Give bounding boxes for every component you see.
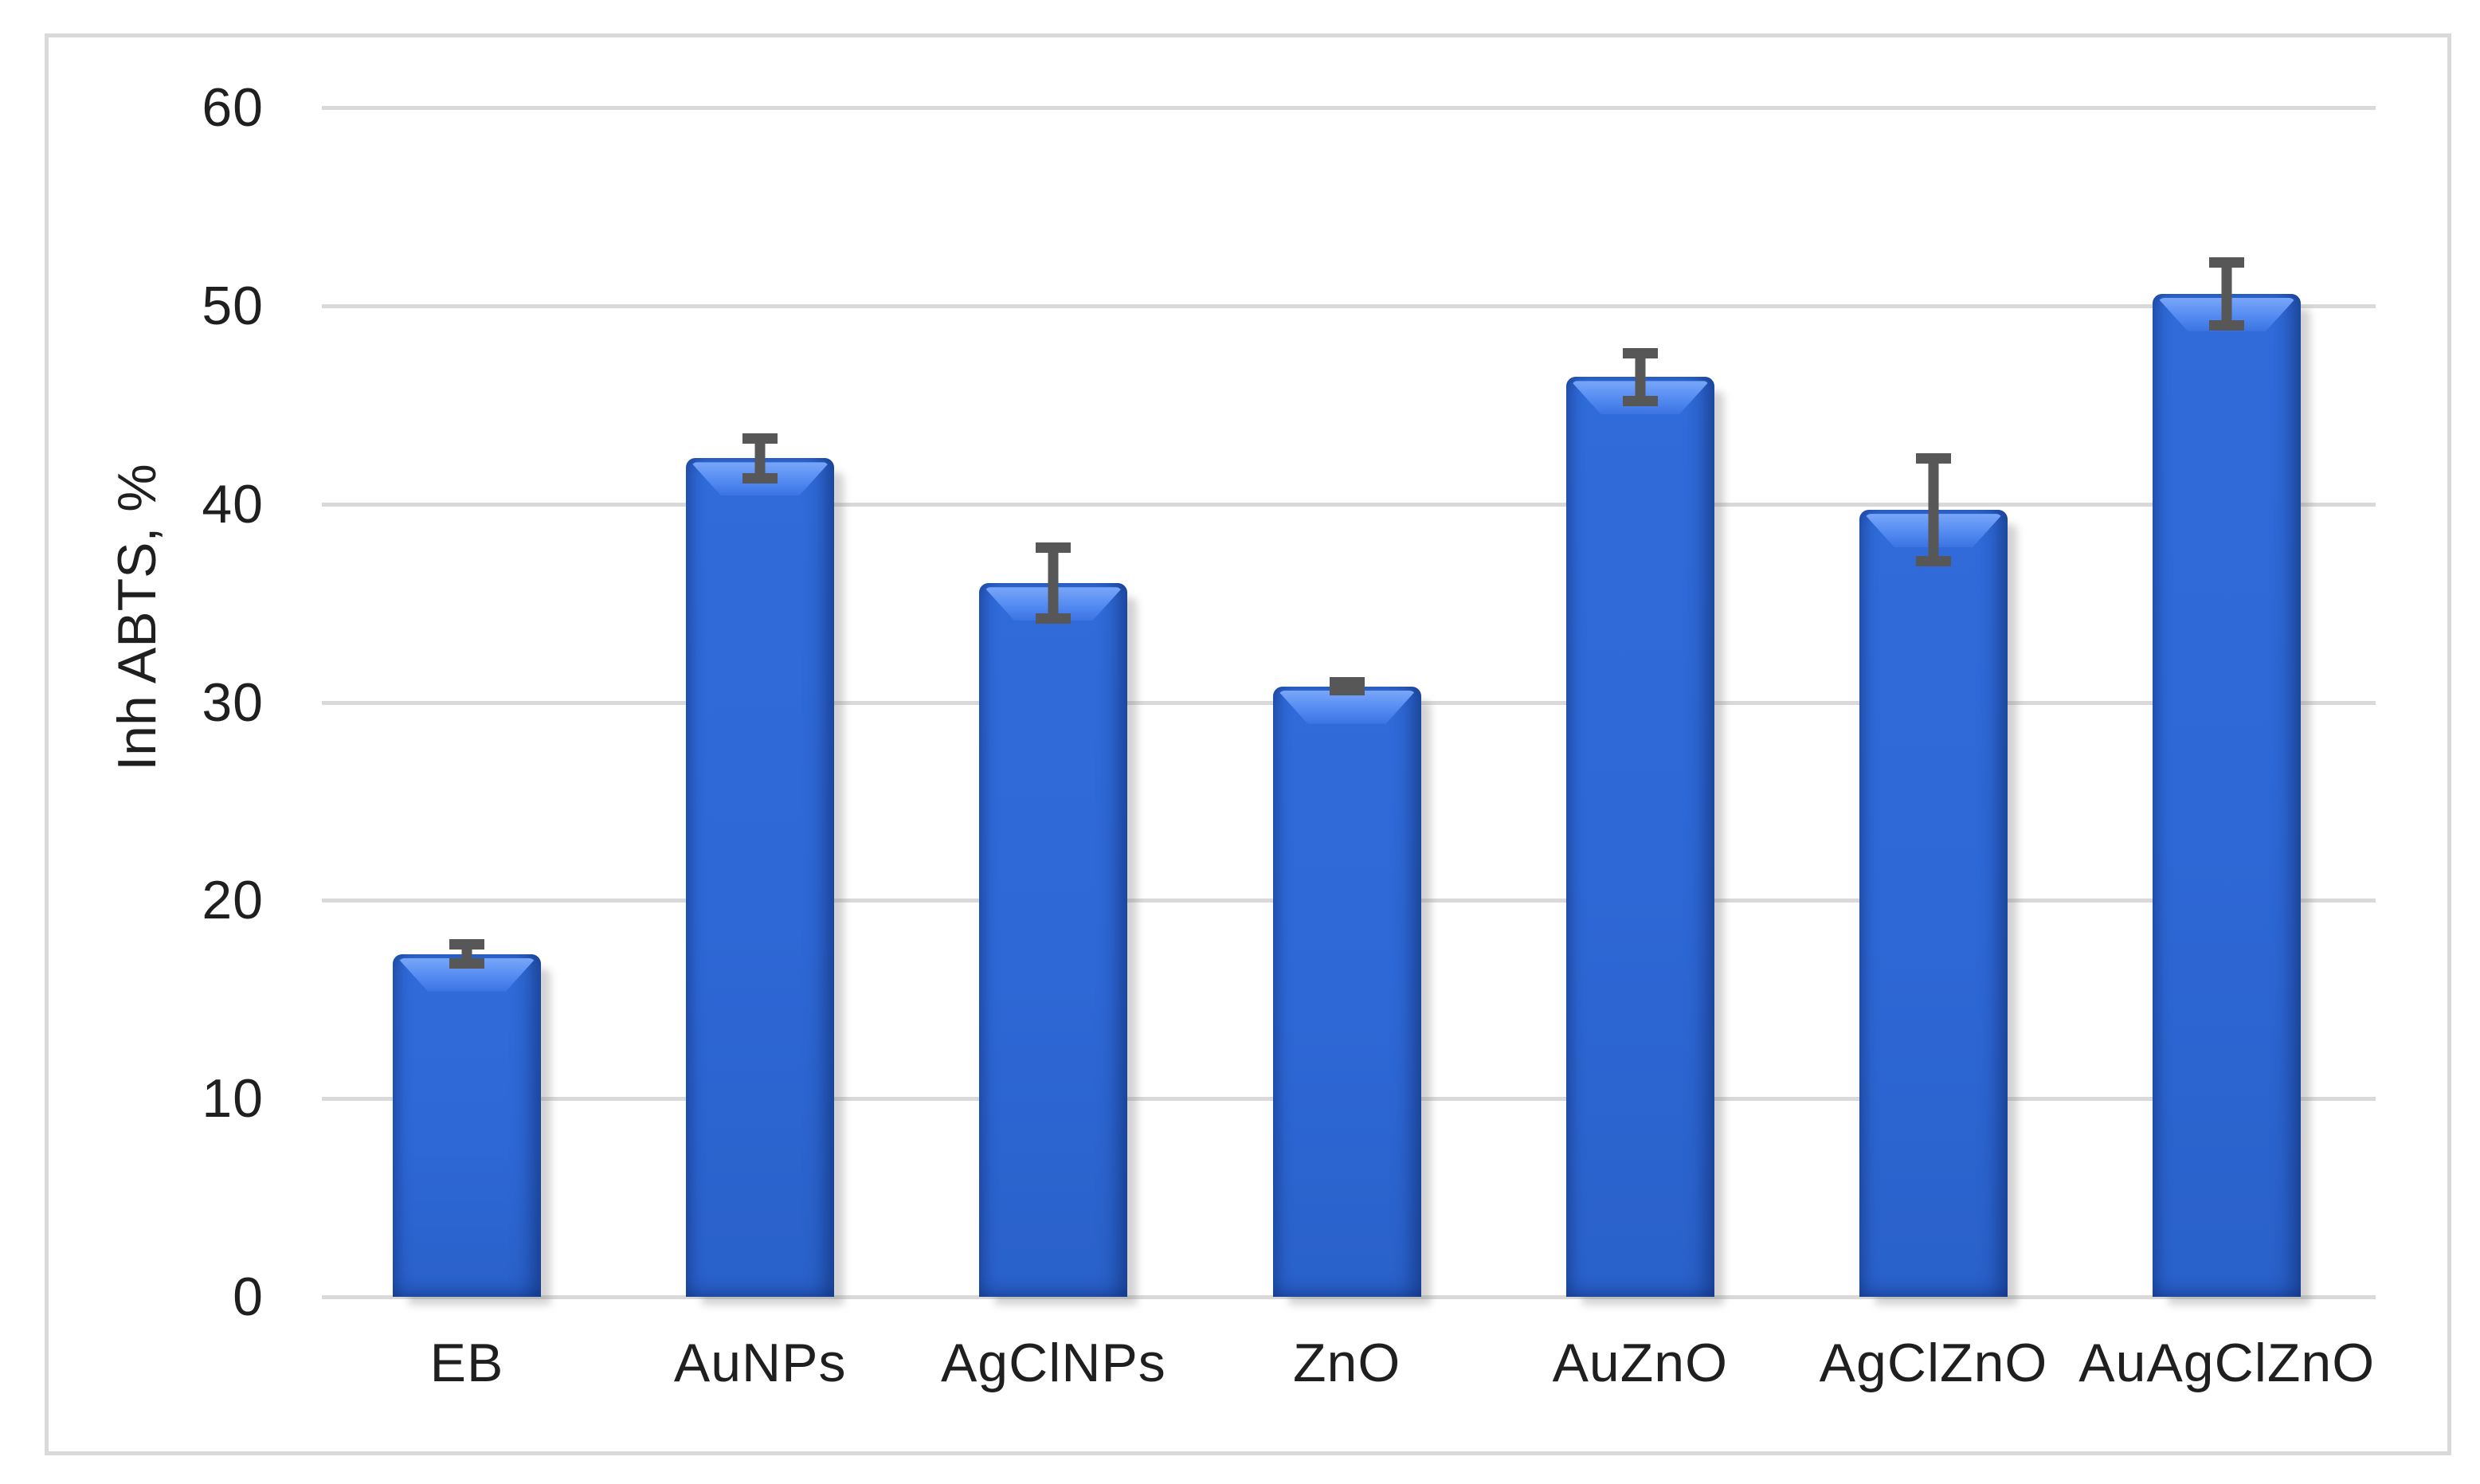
error-bar-cap-bottom	[742, 472, 778, 484]
y-tick-label-20: 20	[202, 870, 264, 931]
error-bar-AuZnO	[1622, 348, 1658, 406]
error-bar-cap-bottom	[1916, 556, 1951, 567]
bar-AuNPs[interactable]	[686, 458, 835, 1297]
error-bar-cap-top	[2209, 256, 2245, 268]
error-bar-stem	[1635, 348, 1646, 406]
error-bar-AuAgClZnO	[2209, 256, 2245, 331]
gridline-y-50	[322, 303, 2376, 308]
gridline-y-60	[322, 106, 2376, 110]
error-bar-AgClNPs	[1036, 542, 1072, 625]
error-bar-stem	[1928, 452, 1939, 567]
error-bar-stem	[2221, 256, 2232, 331]
bar-EB[interactable]	[393, 953, 541, 1297]
error-bar-EB	[449, 938, 484, 969]
bar-AuZnO[interactable]	[1565, 377, 1714, 1297]
x-category-label-AgClZnO: AgClZnO	[1819, 1333, 2048, 1393]
y-tick-label-60: 60	[202, 77, 264, 138]
error-bar-ZnO	[1329, 677, 1365, 696]
gridline-y-40	[322, 502, 2376, 507]
error-bar-cap-top	[742, 433, 778, 444]
x-category-label-AgClNPs: AgClNPs	[940, 1333, 1166, 1393]
error-bar-AuNPs	[742, 433, 778, 484]
error-bar-cap-top	[1329, 677, 1365, 688]
y-tick-label-10: 10	[202, 1068, 264, 1130]
error-bar-stem	[754, 433, 766, 484]
error-bar-AgClZnO	[1916, 452, 1951, 567]
error-bar-cap-top	[449, 938, 484, 950]
y-tick-label-0: 0	[233, 1267, 264, 1327]
error-bar-cap-bottom	[1036, 613, 1072, 625]
error-bar-cap-bottom	[1329, 685, 1365, 696]
x-category-label-ZnO: ZnO	[1292, 1333, 1401, 1393]
bar-AgClNPs[interactable]	[979, 583, 1128, 1297]
error-bar-cap-top	[1622, 348, 1658, 359]
y-axis-title-text: Inh ABTS, %	[107, 464, 167, 771]
error-bar-cap-bottom	[1622, 395, 1658, 406]
error-bar-cap-top	[1916, 452, 1951, 464]
error-bar-cap-bottom	[2209, 320, 2245, 331]
x-category-label-AuAgClZnO: AuAgClZnO	[2078, 1333, 2376, 1393]
error-bar-stem	[1048, 542, 1059, 625]
error-bar-cap-bottom	[449, 958, 484, 969]
y-tick-label-40: 40	[202, 473, 264, 534]
x-category-label-EB: EB	[429, 1333, 504, 1393]
error-bar-cap-top	[1036, 542, 1072, 553]
bar-AuAgClZnO[interactable]	[2153, 293, 2302, 1297]
x-category-label-AuZnO: AuZnO	[1552, 1333, 1728, 1393]
bar-AgClZnO[interactable]	[1859, 510, 2008, 1297]
x-category-label-AuNPs: AuNPs	[673, 1333, 847, 1393]
y-tick-label-50: 50	[202, 275, 264, 336]
gridline-y-0	[322, 1295, 2376, 1299]
y-tick-label-30: 30	[202, 672, 264, 733]
bar-ZnO[interactable]	[1272, 686, 1421, 1297]
